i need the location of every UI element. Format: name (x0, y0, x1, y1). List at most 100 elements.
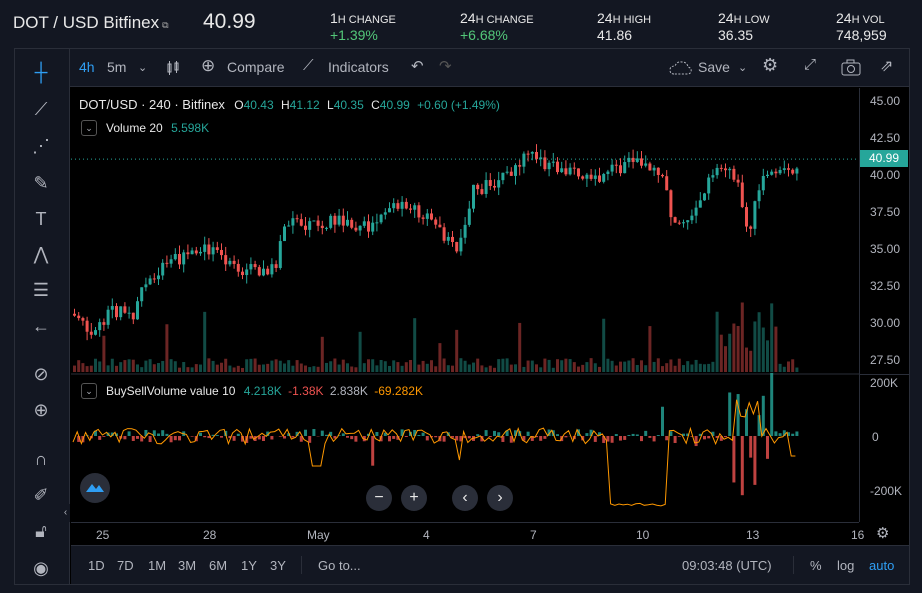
h-label: H (281, 98, 290, 112)
lock-draw-icon[interactable]: ✐ (33, 485, 49, 505)
high-value: 41.12 (289, 98, 320, 112)
open-value: 40.43 (243, 98, 274, 112)
trend-line-icon[interactable]: ⟋ (34, 99, 48, 119)
log-scale-button[interactable]: log (837, 558, 855, 573)
symbol-label: DOT/USD · 240 · Bitfinex (79, 97, 225, 112)
stat-24h-change: 24H CHANGE +6.68% (460, 10, 534, 43)
resize-icon[interactable]: ⇗ (880, 58, 894, 75)
volume-collapse-icon[interactable]: ⌄ (81, 120, 97, 136)
time-tick: 25 (96, 528, 110, 542)
chart-canvas[interactable] (71, 88, 859, 522)
ticker-bar: DOT / USD Bitfinex ⧉ 40.99 1H CHANGE +1.3… (0, 0, 922, 48)
logo-icon[interactable] (80, 473, 110, 503)
o-label: O (234, 98, 244, 112)
plus-circle-icon[interactable]: ⊕ (201, 56, 216, 75)
price-chart[interactable]: DOT/USD · 240 · Bitfinex O40.43 H41.12 L… (71, 88, 859, 522)
cloud-icon[interactable] (669, 60, 693, 76)
zoom-out-button[interactable]: − (366, 485, 392, 511)
time-tick: 28 (203, 528, 217, 542)
range-1m-button[interactable]: 1M (148, 558, 167, 573)
pattern-icon[interactable]: ⋀ (33, 244, 49, 264)
zoom-in-button[interactable]: + (401, 485, 427, 511)
price-tick: 37.50 (870, 205, 901, 219)
time-tick: 13 (746, 528, 760, 542)
chevron-down-icon[interactable]: ⌄ (138, 62, 148, 74)
stat-1h-change: 1H CHANGE +1.39% (330, 10, 396, 43)
brush-icon[interactable]: ✎ (33, 173, 49, 193)
save-chevron-icon[interactable]: ⌄ (738, 62, 748, 74)
price-tick: 45.00 (870, 94, 901, 108)
c-label: C (371, 98, 380, 112)
range-1d-button[interactable]: 1D (88, 558, 105, 573)
undo-icon[interactable]: ↶ (411, 58, 424, 75)
price-tick: 35.00 (870, 242, 901, 256)
goto-button[interactable]: Go to... (318, 558, 361, 573)
interval-4h-button[interactable]: 4h (79, 59, 95, 75)
pair-title[interactable]: DOT / USD Bitfinex ⧉ (13, 13, 169, 32)
bottom-bar: 1D 7D 1M 3M 6M 1Y 3Y Go to... 09:03:48 (… (71, 545, 909, 584)
scroll-right-button[interactable]: › (487, 485, 513, 511)
eye-icon[interactable]: ◉ (33, 558, 49, 578)
range-6m-button[interactable]: 6M (209, 558, 228, 573)
save-button[interactable]: Save (698, 59, 730, 75)
range-3y-button[interactable]: 3Y (270, 558, 286, 573)
bsv-name: BuySellVolume value 10 (106, 384, 236, 398)
settings-gear-icon[interactable]: ⚙ (876, 525, 890, 542)
bsv-legend[interactable]: BuySellVolume value 10 4.218K -1.38K 2.8… (106, 384, 423, 398)
gear-icon[interactable]: ⚙ (762, 55, 779, 75)
osc-tick: 200K (870, 376, 899, 390)
indicators-button[interactable]: Indicators (328, 59, 389, 75)
price-tick: 30.00 (870, 316, 901, 330)
indicators-icon[interactable]: ⟋ (303, 57, 314, 74)
auto-scale-button[interactable]: auto (869, 558, 895, 573)
magnet-icon[interactable]: ∩ (34, 449, 48, 469)
l-label: L (327, 98, 334, 112)
percent-scale-button[interactable]: % (810, 558, 822, 573)
last-price-badge: 40.99 (860, 150, 908, 167)
change-value: +0.60 (+1.49%) (417, 98, 500, 112)
bsv-collapse-icon[interactable]: ⌄ (81, 383, 97, 399)
osc-tick: 0 (872, 430, 879, 444)
low-value: 40.35 (333, 98, 364, 112)
lock-icon[interactable]: 🔓︎ (35, 521, 47, 541)
scroll-left-button[interactable]: ‹ (452, 485, 478, 511)
text-icon[interactable]: T (35, 209, 47, 229)
camera-icon[interactable] (841, 59, 861, 77)
time-tick: 7 (530, 528, 537, 542)
chart-toolbar: 4h 5m ⌄ ⊕ Compare ⟋ Indicators ↶ ↷ Save … (70, 49, 909, 87)
fullscreen-icon[interactable]: ⤢ (804, 56, 817, 73)
crosshair-icon[interactable]: ┼ (34, 62, 48, 82)
close-value: 40.99 (379, 98, 410, 112)
osc-tick: -200K (870, 484, 903, 498)
compare-button[interactable]: Compare (227, 59, 285, 75)
candles-icon[interactable] (165, 60, 181, 76)
volume-legend[interactable]: Volume 20 5.598K (106, 121, 209, 135)
back-arrow-icon[interactable]: ← (32, 316, 50, 336)
stat-24h-high: 24H HIGH 41.86 (597, 10, 652, 43)
ruler-icon[interactable]: ⊘ (33, 364, 49, 384)
price-tick: 40.00 (870, 168, 901, 182)
range-7d-button[interactable]: 7D (117, 558, 134, 573)
interval-5m-button[interactable]: 5m (107, 59, 127, 75)
bsv-value-3: 2.838K (329, 384, 368, 398)
measure-icon[interactable]: ☰ (32, 280, 50, 300)
price-tick: 42.50 (870, 131, 901, 145)
fib-icon[interactable]: ⋰ (32, 136, 50, 156)
time-tick: 16 (851, 528, 865, 542)
stat-24h-vol: 24H VOL 748,959 (836, 10, 887, 43)
clock-label[interactable]: 09:03:48 (UTC) (682, 558, 772, 573)
stat-24h-low: 24H LOW 36.35 (718, 10, 770, 43)
time-axis[interactable]: 25 28 May 4 7 10 13 16 (71, 522, 864, 544)
symbol-legend[interactable]: DOT/USD · 240 · Bitfinex O40.43 H41.12 L… (79, 97, 500, 112)
volume-name: Volume 20 (106, 121, 163, 135)
range-3m-button[interactable]: 3M (178, 558, 197, 573)
time-tick: May (307, 528, 330, 542)
time-tick: 4 (423, 528, 430, 542)
redo-icon[interactable]: ↷ (439, 58, 452, 75)
last-price: 40.99 (203, 10, 256, 33)
collapse-sidebar-icon[interactable]: ‹ (61, 504, 70, 522)
drawing-toolbar: ┼ ⟋ ⋰ ✎ T ⋀ ☰ ← ⊘ ⊕ ∩ ✐ 🔓︎ ◉ (15, 49, 70, 584)
zoom-icon[interactable]: ⊕ (33, 400, 49, 420)
external-link-icon[interactable]: ⧉ (162, 20, 169, 30)
range-1y-button[interactable]: 1Y (241, 558, 257, 573)
